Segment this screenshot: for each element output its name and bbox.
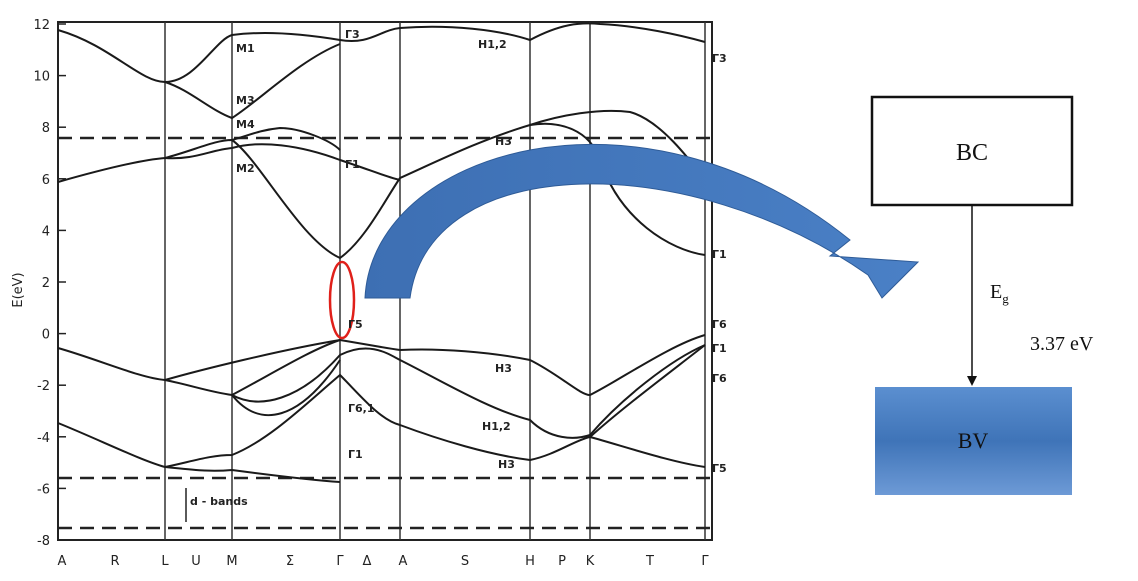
annotation: d - bands [190,495,248,508]
x-tick-label: A [58,554,67,569]
y-tick-label: -8 [37,534,50,549]
y-tick-label: 10 [33,70,50,85]
x-tick-label: H [525,554,535,569]
x-tick-label: S [461,554,469,569]
point-label: Γ5 [348,318,363,331]
y-axis-label: E(eV) [11,272,26,307]
gap-arrowhead [967,376,977,386]
x-tick-label: P [558,554,566,569]
point-label: Γ3 [712,52,727,65]
gap-diagram: BC Eg 3.37 eV BV [364,95,1094,495]
point-label: H1,2 [482,420,511,433]
transition-arrow [364,143,920,299]
y-tick-label: -2 [37,379,50,394]
point-label: H3 [495,135,512,148]
dashed-levels [58,136,712,530]
x-tick-label: Γ [701,554,709,569]
y-tick-label: 2 [42,276,50,291]
point-label: M2 [236,162,255,175]
conduction-band-label: BC [956,140,988,166]
gap-value: 3.37 eV [1030,333,1094,355]
x-tick-label: Σ [286,554,294,569]
point-label: M1 [236,42,255,55]
valence-band-box [875,387,1072,495]
point-label: Γ3 [345,28,360,41]
x-tick-label: T [645,554,654,569]
symmetry-lines [164,22,706,540]
gap-symbol: Eg [990,281,1009,306]
x-tick-label: M [226,554,237,569]
y-tick-label: 6 [42,173,50,188]
x-tick-label: L [161,554,169,569]
point-label: Γ1 [345,158,360,171]
y-tick-label: 12 [33,18,50,33]
y-tick-label: -6 [37,482,50,497]
point-label: Γ1 [712,248,727,261]
x-tick-label: K [586,554,595,569]
conduction-band-box [870,95,1074,207]
y-tick-label: 8 [42,121,50,136]
x-tick-label: A [399,554,408,569]
gap-highlight [328,260,356,340]
gap-symbol-sub: g [1002,291,1009,306]
point-label: Γ5 [712,462,727,475]
point-label: Γ6 [712,372,727,385]
x-tick-label: U [191,554,201,569]
y-tick-label: -4 [37,431,50,446]
y-tick-label: 0 [42,328,50,343]
point-label: H3 [498,458,515,471]
valence-band-label: BV [958,428,989,453]
point-label: Γ6,1 [348,402,375,415]
gap-symbol-main: E [990,281,1002,303]
x-tick-label: R [110,554,119,569]
x-tick-label: Γ [336,554,344,569]
point-label: M3 [236,94,255,107]
point-label: M4 [236,118,255,131]
point-label: Γ1 [712,342,727,355]
plot-frame [57,21,713,541]
y-tick-label: 4 [42,224,50,239]
point-label: H3 [495,362,512,375]
point-label: H1,2 [478,38,507,51]
point-label: Γ1 [348,448,363,461]
x-tick-label: Δ [363,554,372,569]
point-label: Γ6 [712,318,727,331]
